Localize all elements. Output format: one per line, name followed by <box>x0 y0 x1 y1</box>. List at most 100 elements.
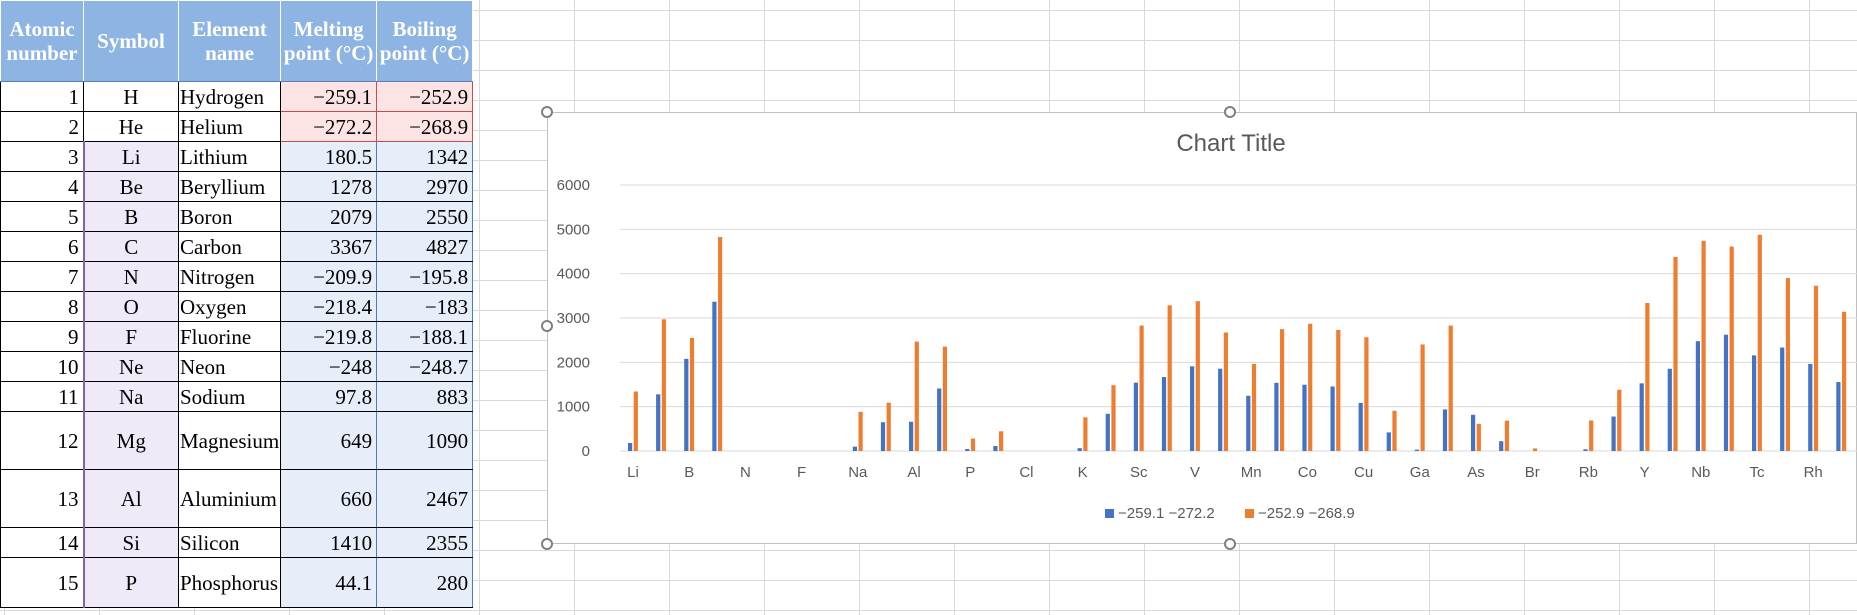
header-atomic-number[interactable]: Atomic number <box>0 0 84 82</box>
symbol-cell[interactable]: Li <box>82 141 179 172</box>
symbol-cell[interactable]: Ne <box>82 351 179 382</box>
melting-point-cell[interactable]: −218.4 <box>280 291 378 322</box>
boiling-point-cell[interactable]: 1090 <box>376 411 474 470</box>
bar-boiling <box>718 237 723 451</box>
atomic-number-cell[interactable]: 2 <box>0 111 84 142</box>
table-row: 3 Li Lithium 180.5 1342 <box>0 141 474 172</box>
atomic-number-cell[interactable]: 5 <box>0 201 84 232</box>
atomic-number-cell[interactable]: 7 <box>0 261 84 292</box>
element-name-cell[interactable]: Oxygen <box>177 291 282 322</box>
bar-melting <box>1723 334 1729 451</box>
melting-point-cell[interactable]: 97.8 <box>280 381 378 412</box>
bar-melting <box>684 358 689 451</box>
atomic-number-cell[interactable]: 15 <box>0 557 84 608</box>
element-name-cell[interactable]: Carbon <box>177 231 282 262</box>
melting-point-cell[interactable]: 3367 <box>280 231 378 262</box>
melting-point-cell[interactable]: −209.9 <box>280 261 378 292</box>
atomic-number-cell[interactable]: 12 <box>0 411 84 470</box>
boiling-point-cell[interactable]: 2550 <box>376 201 474 232</box>
element-name-cell[interactable]: Boron <box>177 201 282 232</box>
boiling-point-cell[interactable]: 4827 <box>376 231 474 262</box>
header-melting-point[interactable]: Melting point (°C) <box>280 0 378 82</box>
legend-entry[interactable]: −252.9 −268.9 <box>1258 505 1355 522</box>
atomic-number-cell[interactable]: 1 <box>0 81 84 112</box>
melting-point-cell[interactable]: 180.5 <box>280 141 378 172</box>
symbol-cell[interactable]: C <box>82 231 179 262</box>
symbol-cell[interactable]: Mg <box>82 411 179 470</box>
bar-melting <box>1780 347 1785 451</box>
bar-melting <box>628 443 633 451</box>
melting-point-cell[interactable]: −272.2 <box>280 111 378 142</box>
header-element-name[interactable]: Element name <box>177 0 282 82</box>
melting-point-cell[interactable]: −219.8 <box>280 321 378 352</box>
boiling-point-cell[interactable]: 2467 <box>376 469 474 528</box>
symbol-cell[interactable]: B <box>82 201 179 232</box>
melting-point-cell[interactable]: 649 <box>280 411 378 470</box>
melting-point-cell[interactable]: 44.1 <box>280 557 378 608</box>
element-table[interactable]: Atomic number Symbol Element name Meltin… <box>0 0 474 608</box>
melting-point-cell[interactable]: −259.1 <box>280 81 378 112</box>
symbol-cell[interactable]: O <box>82 291 179 322</box>
melting-point-cell[interactable]: −248 <box>280 351 378 382</box>
legend-entry[interactable]: −259.1 −272.2 <box>1118 505 1215 522</box>
melting-point-cell[interactable]: 1278 <box>280 171 378 202</box>
element-name-cell[interactable]: Helium <box>177 111 282 142</box>
symbol-cell[interactable]: Na <box>82 381 179 412</box>
atomic-number-cell[interactable]: 11 <box>0 381 84 412</box>
symbol-cell[interactable]: P <box>82 557 179 608</box>
element-name-cell[interactable]: Beryllium <box>177 171 282 202</box>
atomic-number-cell[interactable]: 4 <box>0 171 84 202</box>
boiling-point-cell[interactable]: −248.7 <box>376 351 474 382</box>
symbol-cell[interactable]: Be <box>82 171 179 202</box>
boiling-point-cell[interactable]: −195.8 <box>376 261 474 292</box>
element-name-cell[interactable]: Neon <box>177 351 282 382</box>
element-name-cell[interactable]: Lithium <box>177 141 282 172</box>
atomic-number-cell[interactable]: 3 <box>0 141 84 172</box>
boiling-point-cell[interactable]: 2355 <box>376 527 474 558</box>
element-name-cell[interactable]: Hydrogen <box>177 81 282 112</box>
atomic-number-cell[interactable]: 14 <box>0 527 84 558</box>
atomic-number-cell[interactable]: 9 <box>0 321 84 352</box>
melting-point-cell[interactable]: 660 <box>280 469 378 528</box>
boiling-point-cell[interactable]: 883 <box>376 381 474 412</box>
atomic-number-cell[interactable]: 13 <box>0 469 84 528</box>
symbol-cell[interactable]: Si <box>82 527 179 558</box>
chart-resize-handle-tl[interactable] <box>541 106 553 118</box>
chart-resize-handle-bl[interactable] <box>541 538 553 550</box>
chart-resize-handle-top[interactable] <box>1224 106 1236 118</box>
atomic-number-cell[interactable]: 10 <box>0 351 84 382</box>
symbol-cell[interactable]: F <box>82 321 179 352</box>
element-name-cell[interactable]: Magnesium <box>177 411 282 470</box>
boiling-point-cell[interactable]: 2970 <box>376 171 474 202</box>
symbol-cell[interactable]: N <box>82 261 179 292</box>
element-name-cell[interactable]: Nitrogen <box>177 261 282 292</box>
chart-area[interactable]: Chart Title 0 1000 2000 3000 4000 5000 6000 Li B… <box>547 112 1857 544</box>
melting-point-cell[interactable]: 1410 <box>280 527 378 558</box>
element-name-cell[interactable]: Aluminium <box>177 469 282 528</box>
bar-boiling <box>1842 311 1847 451</box>
boiling-point-cell[interactable]: −183 <box>376 291 474 322</box>
boiling-point-cell[interactable]: 280 <box>376 557 474 608</box>
melting-point-cell[interactable]: 2079 <box>280 201 378 232</box>
bar-boiling <box>1308 323 1313 451</box>
boiling-point-cell[interactable]: −188.1 <box>376 321 474 352</box>
table-row: 13 Al Aluminium 660 2467 <box>0 469 474 528</box>
element-name-cell[interactable]: Silicon <box>177 527 282 558</box>
atomic-number-cell[interactable]: 6 <box>0 231 84 262</box>
chart-resize-handle-bottom[interactable] <box>1224 538 1236 550</box>
boiling-point-cell[interactable]: 1342 <box>376 141 474 172</box>
chart-resize-handle-left[interactable] <box>541 320 553 332</box>
symbol-cell[interactable]: Al <box>82 469 179 528</box>
element-name-cell[interactable]: Sodium <box>177 381 282 412</box>
header-symbol[interactable]: Symbol <box>83 0 179 82</box>
bar-melting <box>712 301 717 451</box>
boiling-point-cell[interactable]: −252.9 <box>376 81 474 112</box>
symbol-cell[interactable]: He <box>83 111 179 142</box>
boiling-point-cell[interactable]: −268.9 <box>376 111 474 142</box>
atomic-number-cell[interactable]: 8 <box>0 291 84 322</box>
header-boiling-point[interactable]: Boiling point (°C) <box>376 0 474 82</box>
symbol-cell[interactable]: H <box>83 81 179 112</box>
element-name-cell[interactable]: Phosphorus <box>177 557 282 608</box>
chart-title[interactable]: Chart Title <box>1176 130 1285 157</box>
element-name-cell[interactable]: Fluorine <box>177 321 282 352</box>
